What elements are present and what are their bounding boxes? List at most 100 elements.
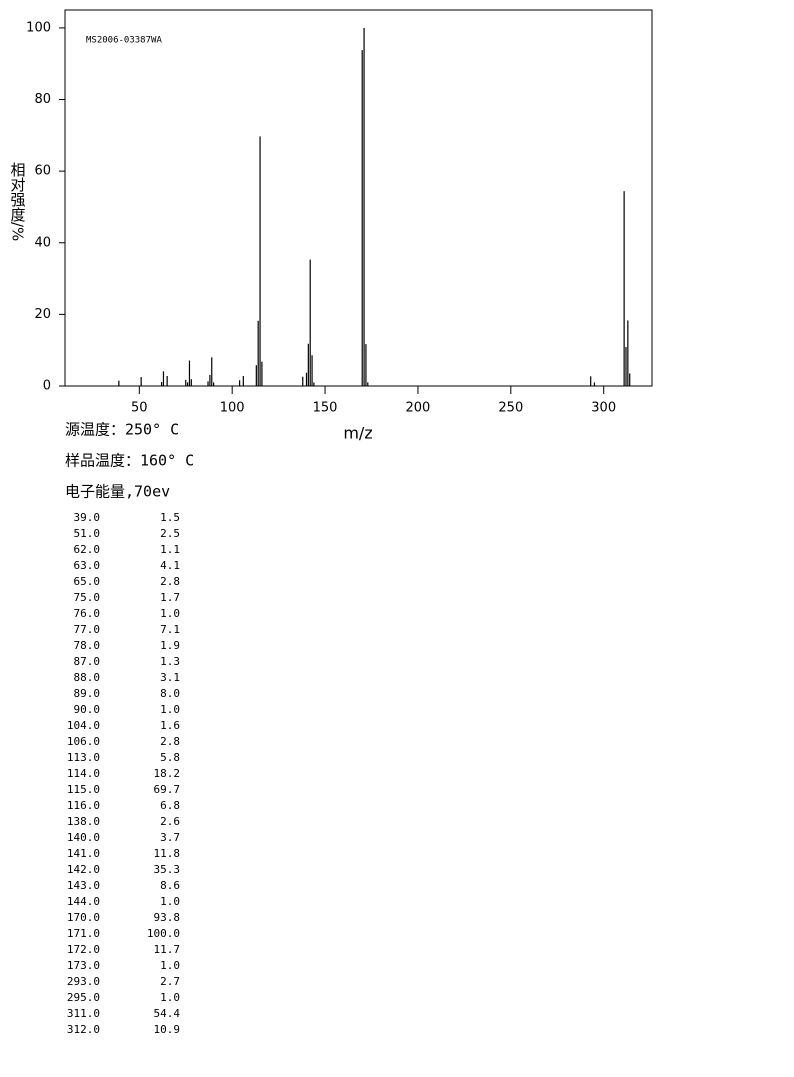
- intensity-cell: 2.8: [160, 735, 180, 748]
- intensity-cell: 2.7: [160, 975, 180, 988]
- mz-cell: 170.0: [67, 911, 100, 924]
- intensity-cell: 1.0: [160, 607, 180, 620]
- mz-cell: 140.0: [67, 831, 100, 844]
- x-tick-label: 50: [131, 401, 148, 416]
- mz-cell: 62.0: [74, 543, 101, 556]
- peak: [311, 355, 313, 386]
- intensity-cell: 8.0: [160, 687, 180, 700]
- intensity-cell: 35.3: [154, 863, 181, 876]
- mz-cell: 293.0: [67, 975, 100, 988]
- peak: [365, 344, 367, 386]
- intensity-cell: 5.8: [160, 751, 180, 764]
- peak: [140, 377, 142, 386]
- y-tick-label: 40: [34, 235, 51, 250]
- intensity-cell: 8.6: [160, 879, 180, 892]
- mz-cell: 51.0: [74, 527, 101, 540]
- x-axis-label: m/z: [343, 424, 372, 443]
- mz-cell: 295.0: [67, 991, 100, 1004]
- y-tick-label: 60: [34, 164, 51, 179]
- mz-cell: 75.0: [74, 591, 101, 604]
- mz-cell: 39.0: [74, 511, 101, 524]
- mz-cell: 141.0: [67, 847, 100, 860]
- intensity-cell: 11.8: [154, 847, 181, 860]
- peak: [211, 357, 213, 386]
- intensity-cell: 11.7: [154, 943, 181, 956]
- peak: [623, 191, 625, 386]
- mz-cell: 65.0: [74, 575, 101, 588]
- mz-cell: 114.0: [67, 767, 100, 780]
- mz-cell: 63.0: [74, 559, 101, 572]
- mz-cell: 138.0: [67, 815, 100, 828]
- peak: [627, 320, 629, 386]
- peak: [166, 375, 168, 386]
- intensity-cell: 54.4: [154, 1007, 181, 1020]
- y-tick-label: 20: [34, 307, 51, 322]
- intensity-cell: 3.7: [160, 831, 180, 844]
- intensity-cell: 69.7: [154, 783, 181, 796]
- intensity-cell: 6.8: [160, 799, 180, 812]
- intensity-cell: 1.3: [160, 655, 180, 668]
- peak: [367, 382, 369, 386]
- y-tick-label: 100: [26, 20, 51, 35]
- peak: [118, 380, 120, 386]
- peak: [593, 382, 596, 386]
- intensity-cell: 2.8: [160, 575, 180, 588]
- intensity-cell: 2.5: [160, 527, 180, 540]
- peak: [239, 380, 241, 386]
- intensity-cell: 3.1: [160, 671, 180, 684]
- condition: 电子能量,70ev: [65, 483, 170, 501]
- intensity-cell: 2.6: [160, 815, 180, 828]
- peak: [213, 382, 215, 386]
- intensity-cell: 100.0: [147, 927, 180, 940]
- x-tick-label: 250: [498, 401, 523, 416]
- mz-cell: 312.0: [67, 1023, 100, 1036]
- peak: [305, 372, 308, 386]
- peak: [162, 371, 165, 386]
- plot-frame: [64, 9, 653, 387]
- peak: [309, 259, 311, 386]
- mz-cell: 88.0: [74, 671, 101, 684]
- peak: [188, 360, 191, 386]
- intensity-cell: 1.0: [160, 959, 180, 972]
- intensity-cell: 93.8: [154, 911, 181, 924]
- mz-cell: 89.0: [74, 687, 101, 700]
- mz-cell: 77.0: [74, 623, 101, 636]
- peak: [261, 361, 263, 386]
- peak: [207, 381, 209, 386]
- condition: 样品温度：160° C: [65, 452, 194, 470]
- mz-cell: 78.0: [74, 639, 101, 652]
- peak: [259, 136, 261, 386]
- intensity-cell: 1.7: [160, 591, 180, 604]
- peak: [190, 379, 192, 386]
- mz-cell: 171.0: [67, 927, 100, 940]
- x-tick-label: 100: [220, 401, 245, 416]
- mz-cell: 76.0: [74, 607, 101, 620]
- y-tick-label: 0: [43, 379, 51, 394]
- mz-cell: 116.0: [67, 799, 100, 812]
- y-tick-label: 80: [34, 92, 51, 107]
- peak: [625, 346, 627, 386]
- x-tick-label: 200: [406, 401, 431, 416]
- mz-cell: 143.0: [67, 879, 100, 892]
- intensity-cell: 1.9: [160, 639, 180, 652]
- peak: [302, 376, 304, 386]
- x-tick-label: 300: [591, 401, 616, 416]
- intensity-cell: 1.5: [160, 511, 180, 524]
- mz-cell: 173.0: [67, 959, 100, 972]
- peak: [160, 382, 163, 386]
- mz-cell: 106.0: [67, 735, 100, 748]
- mz-cell: 311.0: [67, 1007, 100, 1020]
- intensity-cell: 1.6: [160, 719, 180, 732]
- peak: [255, 365, 257, 386]
- x-tick-label: 150: [313, 401, 338, 416]
- mz-cell: 144.0: [67, 895, 100, 908]
- peak: [307, 343, 309, 386]
- peak: [313, 382, 315, 386]
- condition: 源温度：250° C: [65, 421, 179, 439]
- peak: [361, 50, 363, 387]
- intensity-cell: 1.0: [160, 991, 180, 1004]
- intensity-cell: 1.1: [160, 543, 180, 556]
- intensity-cell: 10.9: [154, 1023, 181, 1036]
- peak: [209, 374, 211, 386]
